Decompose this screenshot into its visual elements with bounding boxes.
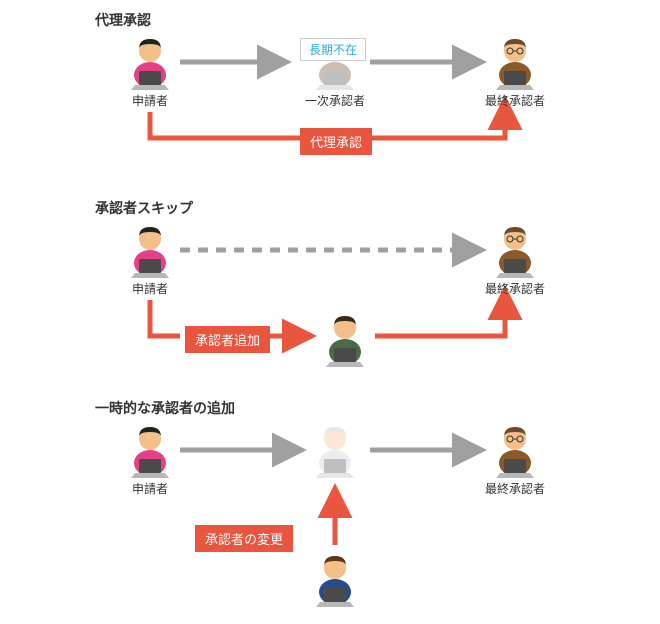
role-label: 申請者 [110, 280, 190, 297]
person-icon [125, 223, 175, 278]
person-icon [125, 35, 175, 90]
action-tag: 承認者追加 [185, 326, 270, 353]
person-icon [490, 223, 540, 278]
action-tag: 承認者の変更 [195, 525, 293, 552]
role-label: 最終承認者 [475, 280, 555, 297]
person-icon [490, 423, 540, 478]
section-title: 一時的な承認者の追加 [95, 398, 235, 418]
role-label: 申請者 [110, 92, 190, 109]
diagram-canvas: 代理承認 申請者 一次承認者 最終承認者長期不在代理承認承認者スキップ 申請者 [0, 0, 660, 624]
role-label: 申請者 [110, 480, 190, 497]
person-icon [310, 552, 360, 607]
status-tag: 長期不在 [300, 38, 366, 61]
section-title: 承認者スキップ [95, 198, 193, 218]
person-icon [320, 312, 370, 367]
person-icon [125, 423, 175, 478]
role-label: 最終承認者 [475, 480, 555, 497]
role-label: 最終承認者 [475, 92, 555, 109]
person-icon [310, 423, 360, 478]
person-icon [490, 35, 540, 90]
section-title: 代理承認 [95, 10, 151, 30]
role-label: 一次承認者 [295, 92, 375, 109]
action-tag: 代理承認 [300, 128, 372, 155]
